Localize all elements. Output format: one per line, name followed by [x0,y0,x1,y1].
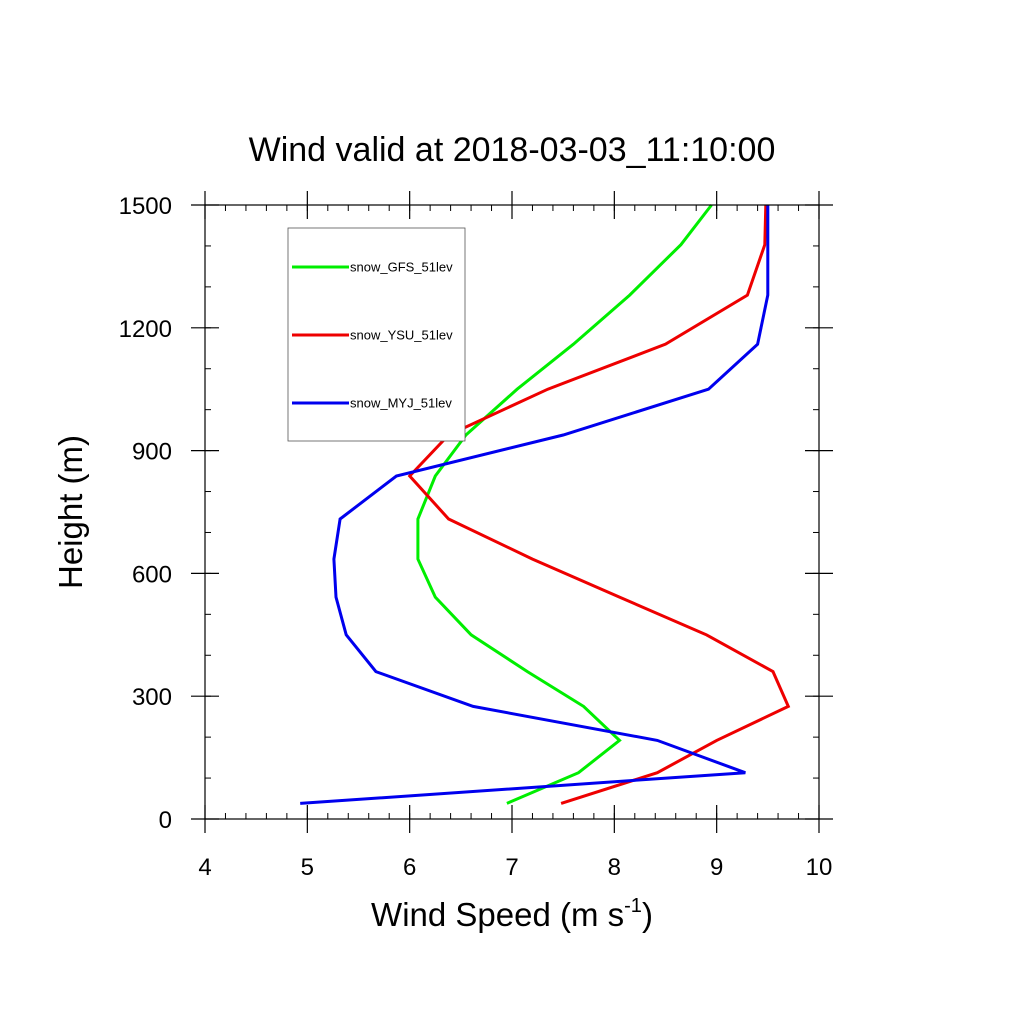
legend: snow_GFS_51lev snow_YSU_51lev snow_MYJ_51l… [287,227,466,442]
chart-title: Wind valid at 2018-03-03_11:10:00 [249,131,776,169]
x-tick-label: 10 [806,854,833,881]
y-axis-label: Height (m) [52,435,89,589]
x-axis-label-main: Wind Speed (m s [371,896,624,933]
y-tick-label: 900 [132,439,172,466]
major-ticks [191,191,833,833]
legend-label-snow-gfs-51lev: snow_GFS_51lev [350,260,453,275]
series-lines [300,204,791,805]
y-tick-label: 300 [132,684,172,711]
x-tick-labels: 4 5 6 7 8 9 10 [198,854,832,881]
x-tick-label: 4 [198,854,211,881]
y-tick-label: 600 [132,561,172,588]
x-axis-label: Wind Speed (m s-1) [371,895,653,933]
x-tick-label: 7 [505,854,518,881]
x-axis-label-superscript: -1 [624,895,642,917]
legend-label-snow-myj-51lev: snow_MYJ_51lev [350,396,452,411]
y-tick-label: 1500 [119,193,172,220]
series-line-snow-ysu-51lev [407,204,791,805]
x-tick-label: 5 [301,854,314,881]
series-line-snow-gfs-51lev [416,204,713,805]
legend-label-snow-ysu-51lev: snow_YSU_51lev [350,328,453,343]
x-axis-label-suffix: ) [642,896,653,933]
plot-frame [204,204,820,820]
series-line-snow-myj-51lev [300,205,770,805]
y-tick-label: 1200 [119,316,172,343]
y-tick-label: 0 [159,807,172,834]
x-tick-label: 9 [710,854,723,881]
x-tick-label: 6 [403,854,416,881]
y-tick-labels: 0 300 600 900 1200 1500 [119,193,172,834]
x-tick-label: 8 [608,854,621,881]
